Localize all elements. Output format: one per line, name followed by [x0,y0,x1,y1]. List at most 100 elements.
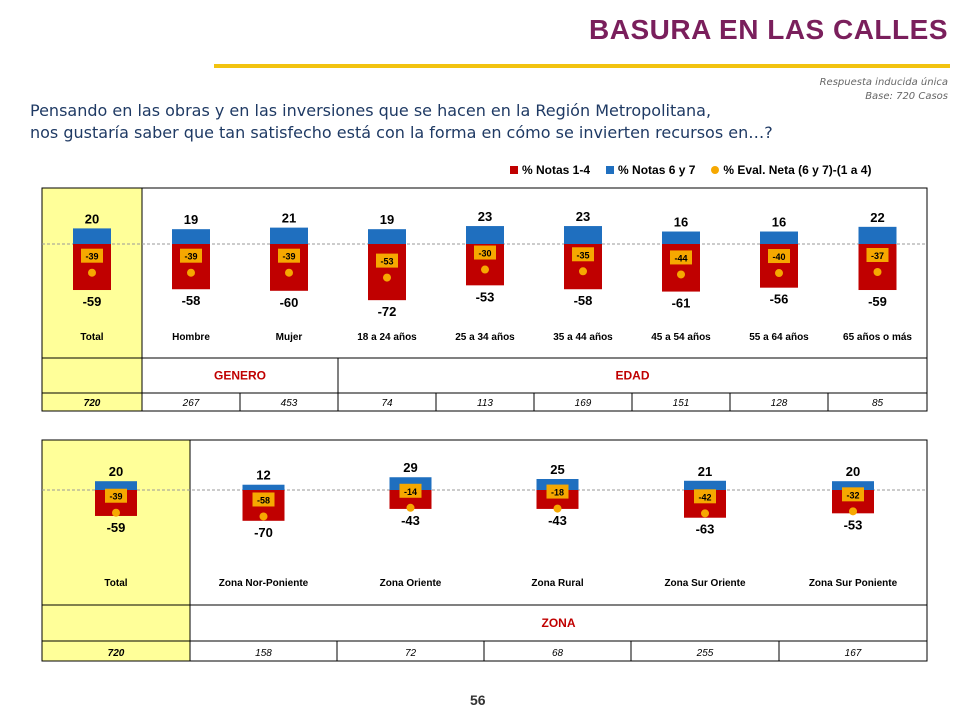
base-value: 68 [552,648,564,659]
value-notas-6-7: 20 [85,211,99,226]
value-notas-6-7: 29 [403,460,417,475]
net-dot-marker [701,509,709,518]
base-value: 453 [281,398,298,409]
base-value: 128 [771,398,788,409]
bar-notas-6-7 [368,229,406,244]
value-notas-1-4: -72 [378,304,397,319]
legend-label-blue: % Notas 6 y 7 [618,163,696,177]
net-label-box [278,248,300,263]
chart-frame [41,187,928,412]
value-notas-6-7: 21 [282,211,296,226]
net-dot-marker [259,512,268,521]
value-notas-6-7: 20 [109,464,123,479]
category-label: Zona Sur Poniente [809,578,898,589]
net-label-box [376,253,398,268]
bar-notas-6-7 [564,226,602,244]
net-value-label: -18 [551,488,564,498]
net-label-box [546,484,569,499]
legend-label-dot: % Eval. Neta (6 y 7)-(1 a 4) [723,163,872,177]
legend-label-red: % Notas 1-4 [522,163,591,177]
legend-swatch-dot [711,166,720,174]
net-label-box [572,247,594,262]
base-value: 169 [575,398,592,409]
category-label: Total [80,332,103,343]
base-value: 72 [405,648,417,659]
value-notas-1-4: -53 [476,289,495,304]
net-value-label: -30 [478,249,491,259]
net-dot-marker [383,273,391,282]
question-line-1: Pensando en las obras y en las inversion… [30,101,712,120]
bar-notas-6-7 [270,227,308,244]
net-dot-marker [88,268,96,277]
question-line-2: nos gustaría saber que tan satisfecho es… [30,123,773,142]
title-underline [214,64,950,68]
chart-panel-1: GENERO EDAD -39 20 -59 Total 720 -39 19 -58 Hombre… [41,187,928,412]
net-dot-marker [579,267,587,276]
total-column-highlight [42,188,142,411]
value-notas-6-7: 16 [674,215,688,230]
net-label-box [105,488,127,503]
net-label-box [399,483,422,498]
base-note: Base: 720 Casos [865,91,948,102]
net-label-box [842,487,864,502]
base-value: 74 [381,398,393,409]
net-label-box [252,492,275,507]
bar-notas-6-7 [684,480,726,490]
net-value-label: -39 [184,252,197,262]
net-label-box [81,248,103,263]
bar-notas-1-4 [368,244,406,301]
category-label: 65 años o más [843,332,912,343]
value-notas-1-4: -53 [844,517,863,532]
base-value: 151 [673,398,690,409]
value-notas-1-4: -43 [548,513,567,528]
value-notas-1-4: -58 [182,293,201,308]
net-dot-marker [406,503,415,512]
net-dot-marker [112,508,120,517]
bar-notas-6-7 [242,484,285,490]
net-dot-marker [285,268,293,277]
chart-legend: % Notas 1-4 % Notas 6 y 7 % Eval. Neta (… [510,163,871,177]
net-value-label: -39 [85,252,98,262]
net-label-box [474,245,496,260]
net-value-label: -35 [576,250,589,260]
base-value: 113 [477,398,493,409]
value-notas-1-4: -70 [254,525,273,540]
legend-item-dot: % Eval. Neta (6 y 7)-(1 a 4) [711,163,871,177]
legend-item-red: % Notas 1-4 [510,163,590,177]
value-notas-6-7: 19 [184,212,198,227]
category-label: 45 a 54 años [651,332,711,343]
category-label: Zona Nor-Poniente [219,578,309,589]
page-number: 56 [470,692,486,708]
net-label-box [694,489,716,504]
base-value: 167 [845,648,862,659]
bar-notas-6-7 [858,226,897,244]
category-label: Mujer [276,332,303,343]
value-notas-1-4: -56 [770,292,789,307]
value-notas-6-7: 25 [550,462,564,477]
value-notas-6-7: 23 [478,209,492,224]
value-notas-6-7: 16 [772,215,786,230]
value-notas-1-4: -59 [83,294,102,309]
page-title: BASURA EN LAS CALLES [589,14,948,45]
value-notas-6-7: 23 [576,209,590,224]
value-notas-6-7: 20 [846,464,860,479]
net-dot-marker [481,265,489,274]
net-label-box [866,247,889,262]
category-label: Zona Rural [531,578,583,589]
net-value-label: -44 [674,253,687,263]
net-value-label: -53 [380,257,393,267]
value-notas-1-4: -63 [696,522,715,537]
base-value: 267 [182,398,200,409]
net-dot-marker [187,268,195,277]
group-label: ZONA [542,616,576,630]
value-notas-6-7: 12 [256,468,270,483]
category-label: Zona Oriente [380,578,442,589]
net-value-label: -42 [698,492,711,502]
total-column-highlight [42,440,190,661]
value-notas-6-7: 19 [380,212,394,227]
net-value-label: -39 [109,492,122,502]
net-label-box [180,248,202,263]
net-dot-marker [677,270,685,279]
bar-notas-6-7 [466,226,504,244]
